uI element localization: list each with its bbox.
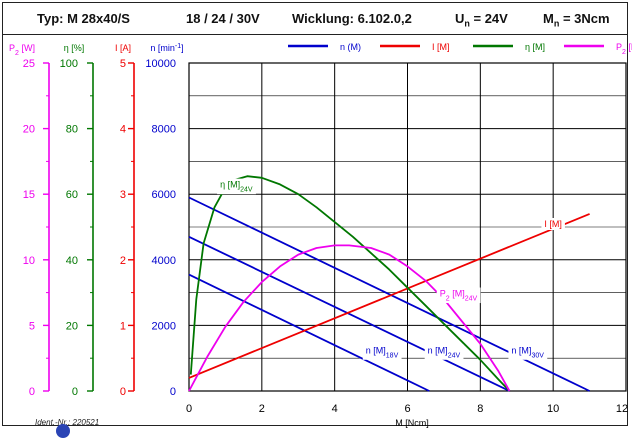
eta-axis-title: η [%]: [64, 43, 85, 53]
n-tick-label: 6000: [152, 189, 176, 201]
annotation-background: [424, 344, 464, 360]
motor-type: Typ: M 28x40/S: [37, 11, 130, 26]
x-tick-label: 6: [404, 403, 410, 415]
n-tick-label: 10000: [145, 58, 176, 70]
datasheet-frame: Typ: M 28x40/S 18 / 24 / 30V Wicklung: 6…: [2, 2, 628, 426]
x-tick-label: 12: [616, 403, 628, 415]
p2-tick-label: 25: [23, 58, 35, 70]
annotation-background: [217, 178, 256, 195]
n-axis-title: n [min-1]: [150, 43, 183, 54]
annotation-background: [362, 344, 402, 360]
x-axis-title: M [Ncm]: [395, 418, 429, 428]
p2-tick-label: 10: [23, 255, 35, 267]
power-curve: [188, 244, 511, 392]
i-axis-title: I [A]: [115, 43, 131, 53]
legend-label: η [M]: [525, 42, 545, 52]
header-bar: Typ: M 28x40/S 18 / 24 / 30V Wicklung: 6…: [3, 3, 627, 35]
n-tick-label: 8000: [152, 124, 176, 136]
i-tick-label: 3: [120, 189, 126, 201]
speed-line: [188, 235, 510, 392]
eta-tick-label: 0: [72, 386, 78, 398]
curve-annotation: P2 [M]24V: [440, 289, 478, 303]
annotation-background: [508, 344, 548, 360]
n-tick-label: 0: [170, 386, 176, 398]
eta-tick-label: 40: [66, 255, 78, 267]
p2-tick-label: 0: [29, 386, 35, 398]
x-tick-label: 4: [332, 403, 338, 415]
company-logo: [56, 424, 70, 438]
p2-tick-label: 5: [29, 320, 35, 332]
plot-area-border: [188, 62, 627, 392]
efficiency-curve: [189, 175, 511, 392]
annotation-background: [541, 218, 565, 230]
winding: Wicklung: 6.102.0,2: [292, 11, 412, 26]
i-tick-label: 4: [120, 124, 126, 136]
rated-torque: Mn = 3Ncm: [543, 11, 610, 29]
eta-tick-label: 60: [66, 189, 78, 201]
x-tick-label: 0: [186, 403, 192, 415]
p2-axis-title: P2 [W]: [9, 43, 35, 57]
annotation-background: [436, 287, 481, 304]
voltages: 18 / 24 / 30V: [186, 11, 260, 26]
legend-label: P2 [M]: [616, 42, 632, 56]
i-tick-label: 5: [120, 58, 126, 70]
current-line: [188, 213, 590, 379]
x-tick-label: 10: [547, 403, 559, 415]
ident-number: Ident.-Nr.: 220521: [35, 418, 100, 427]
speed-line: [188, 196, 590, 392]
eta-tick-label: 80: [66, 124, 78, 136]
x-tick-label: 2: [259, 403, 265, 415]
curve-annotation: n [M]24V: [428, 345, 461, 359]
p2-tick-label: 15: [23, 189, 35, 201]
rated-voltage: Un = 24V: [455, 11, 508, 29]
i-tick-label: 0: [120, 386, 126, 398]
n-tick-label: 4000: [152, 255, 176, 267]
i-tick-label: 2: [120, 255, 126, 267]
legend-label: I [M]: [432, 42, 450, 52]
curve-annotation: n [M]30V: [511, 345, 544, 359]
p2-tick-label: 20: [23, 124, 35, 136]
curve-annotation: η [M]24V: [220, 180, 253, 194]
curve-annotation: I [M]: [544, 219, 562, 229]
eta-tick-label: 100: [60, 58, 78, 70]
speed-line: [188, 273, 430, 392]
n-tick-label: 2000: [152, 320, 176, 332]
eta-tick-label: 20: [66, 320, 78, 332]
x-tick-label: 8: [477, 403, 483, 415]
legend-label: n (M): [340, 42, 361, 52]
i-tick-label: 1: [120, 320, 126, 332]
curve-annotation: n [M]18V: [366, 345, 399, 359]
